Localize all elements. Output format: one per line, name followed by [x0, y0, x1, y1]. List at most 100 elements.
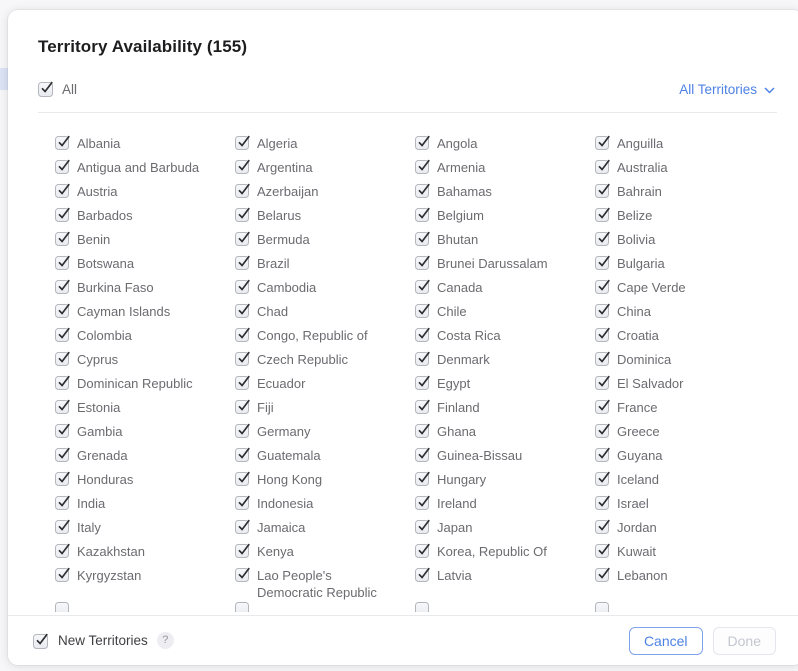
territory-checkbox[interactable]	[415, 303, 430, 318]
territory-checkbox[interactable]	[235, 602, 249, 612]
checkmark-icon	[238, 543, 250, 555]
territory-checkbox[interactable]	[235, 519, 250, 534]
territory-checkbox[interactable]	[235, 183, 250, 198]
territory-checkbox[interactable]	[415, 351, 430, 366]
territory-checkbox[interactable]	[55, 399, 70, 414]
territory-scroll-area[interactable]: Albania Algeria Angola Anguilla Antigua …	[8, 113, 798, 612]
territory-checkbox[interactable]	[595, 471, 610, 486]
help-icon[interactable]: ?	[156, 632, 174, 649]
territory-checkbox[interactable]	[235, 375, 250, 390]
territory-checkbox[interactable]	[235, 351, 250, 366]
territory-checkbox[interactable]	[235, 303, 250, 318]
territory-checkbox[interactable]	[595, 495, 610, 510]
cancel-button[interactable]: Cancel	[628, 626, 703, 655]
territory-label: Bahamas	[437, 184, 492, 199]
territory-checkbox[interactable]	[235, 159, 250, 174]
territory-checkbox[interactable]	[595, 183, 610, 198]
territory-checkbox[interactable]	[595, 375, 610, 390]
territory-checkbox[interactable]	[55, 471, 70, 486]
territory-checkbox[interactable]	[595, 303, 610, 318]
territory-checkbox[interactable]	[55, 327, 70, 342]
territory-label: Fiji	[257, 400, 274, 415]
territory-checkbox[interactable]	[415, 495, 430, 510]
territory-checkbox[interactable]	[235, 255, 250, 270]
territory-checkbox[interactable]	[415, 567, 430, 582]
select-all-control[interactable]: All	[38, 81, 77, 97]
territory-checkbox[interactable]	[55, 351, 70, 366]
territory-checkbox[interactable]	[55, 423, 70, 438]
territory-checkbox[interactable]	[235, 567, 250, 582]
territory-checkbox[interactable]	[55, 495, 70, 510]
territory-filter-dropdown[interactable]: All Territories	[679, 82, 775, 97]
select-all-checkbox[interactable]	[38, 81, 53, 97]
territory-checkbox[interactable]	[415, 279, 430, 294]
territory-checkbox[interactable]	[55, 279, 70, 294]
new-territories-checkbox[interactable]	[33, 633, 48, 649]
territory-checkbox[interactable]	[595, 423, 610, 438]
territory-checkbox[interactable]	[55, 375, 70, 390]
territory-checkbox[interactable]	[595, 567, 610, 582]
territory-checkbox[interactable]	[595, 207, 610, 222]
checkmark-icon	[58, 423, 70, 435]
territory-checkbox[interactable]	[55, 207, 70, 222]
territory-checkbox[interactable]	[235, 327, 250, 342]
territory-checkbox[interactable]	[55, 543, 70, 558]
territory-checkbox[interactable]	[415, 159, 430, 174]
territory-checkbox[interactable]	[55, 519, 70, 534]
territory-checkbox[interactable]	[595, 231, 610, 246]
territory-checkbox[interactable]	[235, 495, 250, 510]
territory-checkbox[interactable]	[415, 423, 430, 438]
territory-checkbox[interactable]	[595, 327, 610, 342]
territory-checkbox[interactable]	[55, 159, 70, 174]
territory-checkbox[interactable]	[55, 567, 70, 582]
territory-label: Cambodia	[257, 280, 317, 295]
territory-checkbox[interactable]	[595, 255, 610, 270]
territory-checkbox[interactable]	[595, 351, 610, 366]
new-territories-control[interactable]: New Territories ?	[33, 632, 174, 649]
territory-checkbox[interactable]	[415, 519, 430, 534]
checkmark-icon	[58, 543, 70, 555]
checkmark-icon	[238, 303, 250, 315]
territory-checkbox[interactable]	[595, 279, 610, 294]
territory-checkbox[interactable]	[55, 135, 70, 150]
territory-checkbox[interactable]	[415, 447, 430, 462]
territory-checkbox[interactable]	[415, 375, 430, 390]
done-button[interactable]: Done	[712, 626, 776, 655]
territory-checkbox[interactable]	[55, 447, 70, 462]
territory-checkbox[interactable]	[415, 471, 430, 486]
territory-checkbox[interactable]	[415, 183, 430, 198]
territory-checkbox[interactable]	[235, 279, 250, 294]
territory-checkbox[interactable]	[55, 255, 70, 270]
territory-checkbox[interactable]	[235, 471, 250, 486]
territory-checkbox[interactable]	[55, 303, 70, 318]
territory-checkbox[interactable]	[415, 399, 430, 414]
territory-checkbox[interactable]	[235, 543, 250, 558]
territory-checkbox[interactable]	[595, 602, 609, 612]
territory-checkbox[interactable]	[415, 543, 430, 558]
territory-label: Argentina	[257, 160, 313, 175]
territory-checkbox[interactable]	[595, 543, 610, 558]
territory-checkbox[interactable]	[595, 519, 610, 534]
territory-item: Dominica	[595, 351, 775, 375]
territory-checkbox[interactable]	[595, 399, 610, 414]
territory-checkbox[interactable]	[595, 447, 610, 462]
territory-checkbox[interactable]	[415, 207, 430, 222]
territory-checkbox[interactable]	[55, 183, 70, 198]
territory-checkbox[interactable]	[415, 231, 430, 246]
territory-checkbox[interactable]	[415, 255, 430, 270]
territory-checkbox[interactable]	[235, 207, 250, 222]
territory-checkbox[interactable]	[235, 399, 250, 414]
territory-checkbox[interactable]	[235, 135, 250, 150]
territory-checkbox[interactable]	[595, 135, 610, 150]
territory-checkbox[interactable]	[55, 231, 70, 246]
territory-checkbox[interactable]	[235, 231, 250, 246]
territory-item: Bermuda	[235, 231, 415, 255]
territory-checkbox[interactable]	[415, 602, 429, 612]
territory-checkbox[interactable]	[235, 423, 250, 438]
territory-checkbox[interactable]	[415, 327, 430, 342]
territory-checkbox[interactable]	[55, 602, 69, 612]
territory-checkbox[interactable]	[595, 159, 610, 174]
territory-checkbox[interactable]	[415, 135, 430, 150]
territory-checkbox[interactable]	[235, 447, 250, 462]
territory-item: Indonesia	[235, 495, 415, 519]
